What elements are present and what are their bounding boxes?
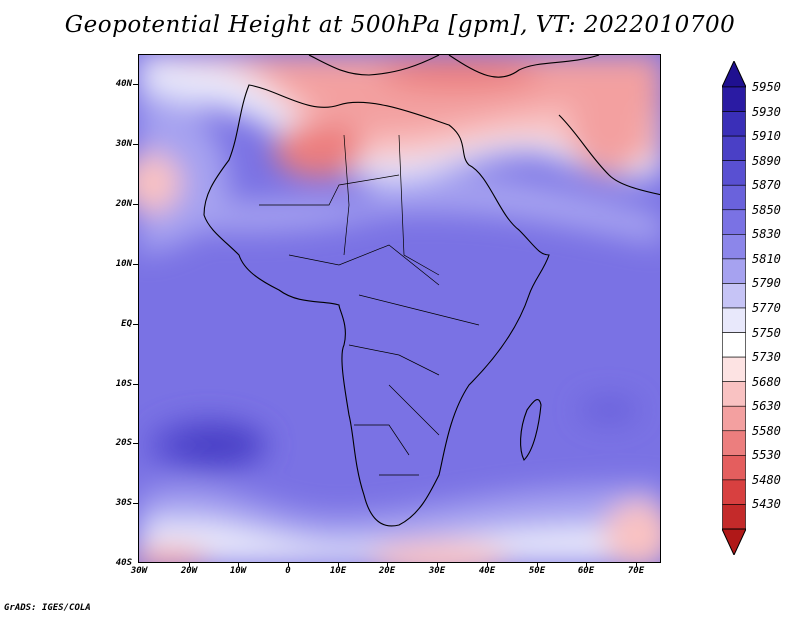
colorbar [722, 61, 746, 555]
colorbar-label: 5870 [752, 178, 781, 193]
lon-tick [387, 563, 388, 567]
lat-label-20n: 20N [115, 199, 132, 209]
lat-tick [133, 503, 138, 504]
colorbar-label: 5930 [752, 104, 781, 119]
lon-label-10e: 10E [329, 566, 347, 576]
country-borders [259, 134, 480, 476]
lon-label-20w: 20W [180, 566, 198, 576]
colorbar-segment [722, 209, 746, 235]
colorbar-label: 5950 [752, 80, 781, 94]
colorbar-segment [722, 160, 746, 186]
lon-label-50e: 50E [528, 566, 546, 576]
colorbar-label: 5770 [752, 301, 781, 315]
colorbar-segment [722, 332, 746, 358]
colorbar-label: 5830 [752, 227, 781, 242]
colorbar-label: 5750 [752, 325, 781, 340]
lat-tick [133, 84, 138, 85]
lat-tick [133, 144, 138, 145]
lon-tick [189, 563, 190, 567]
colorbar-label: 5730 [752, 350, 781, 365]
lon-tick [338, 563, 339, 567]
colorbar-segment [722, 356, 746, 382]
colorbar-segment [722, 405, 746, 432]
lon-tick [238, 563, 239, 567]
colorbar-label: 5890 [752, 153, 781, 168]
colorbar-label: 5480 [752, 472, 781, 487]
geopotential-map [139, 55, 660, 562]
lon-label-60e: 60E [577, 566, 595, 576]
lon-tick [288, 563, 289, 567]
colorbar-segment [722, 307, 746, 333]
lat-label-10n: 10N [115, 259, 132, 269]
colorbar-label: 5910 [752, 129, 781, 144]
lon-label-40e: 40E [478, 566, 496, 576]
coastlines [203, 55, 660, 527]
lat-tick [133, 204, 138, 205]
colorbar-label: 5680 [752, 374, 781, 389]
lon-tick [586, 563, 587, 567]
lat-tick [133, 324, 138, 325]
lon-label-30w: 30W [130, 566, 148, 576]
grads-credit: GrADS: IGES/COLA [4, 603, 91, 613]
lon-tick [537, 563, 538, 567]
colorbar-label: 5530 [752, 448, 781, 463]
colorbar-label: 5430 [752, 497, 781, 512]
plot-title: Geopotential Height at 500hPa [gpm], VT:… [64, 12, 736, 38]
colorbar-segment [722, 258, 746, 284]
lon-tick [487, 563, 488, 567]
lat-tick [133, 384, 138, 385]
lon-label-70e: 70E [627, 566, 645, 576]
map-panel [138, 54, 661, 563]
lat-label-30n: 30N [115, 139, 132, 149]
lon-tick [437, 563, 438, 567]
lat-label-40n: 40N [115, 79, 132, 89]
colorbar-max-arrow [722, 61, 746, 88]
lon-label-20e: 20E [378, 566, 396, 576]
colorbar-label: 5580 [752, 423, 781, 438]
colorbar-segment [722, 283, 746, 309]
colorbar-segments [722, 86, 746, 530]
colorbar-segment [722, 234, 746, 260]
colorbar-label: 5850 [752, 202, 781, 217]
colorbar-segment [722, 504, 746, 530]
lat-label-10s: 10S [115, 379, 132, 389]
lat-tick [133, 443, 138, 444]
colorbar-segment [722, 430, 746, 456]
colorbar-segment [722, 135, 746, 161]
colorbar-segment [722, 111, 746, 137]
colorbar-segment [722, 381, 746, 407]
colorbar-min-arrow [722, 528, 746, 555]
lon-label-30e: 30E [428, 566, 446, 576]
lon-label-0: 0 [285, 566, 291, 576]
colorbar-label: 5630 [752, 399, 781, 414]
lat-label-eq: EQ [121, 319, 132, 329]
lat-label-40s: 40S [115, 558, 132, 568]
colorbar-segment [722, 184, 746, 211]
lon-tick [636, 563, 637, 567]
lat-tick [133, 264, 138, 265]
lat-label-20s: 20S [115, 438, 132, 448]
colorbar-segment [722, 455, 746, 481]
height-field-shading [139, 55, 660, 562]
colorbar-segment [722, 479, 746, 505]
colorbar-label: 5790 [752, 276, 781, 291]
colorbar-label: 5810 [752, 251, 781, 266]
lon-label-10w: 10W [229, 566, 247, 576]
lat-label-30s: 30S [115, 498, 132, 508]
colorbar-segment [722, 86, 746, 112]
